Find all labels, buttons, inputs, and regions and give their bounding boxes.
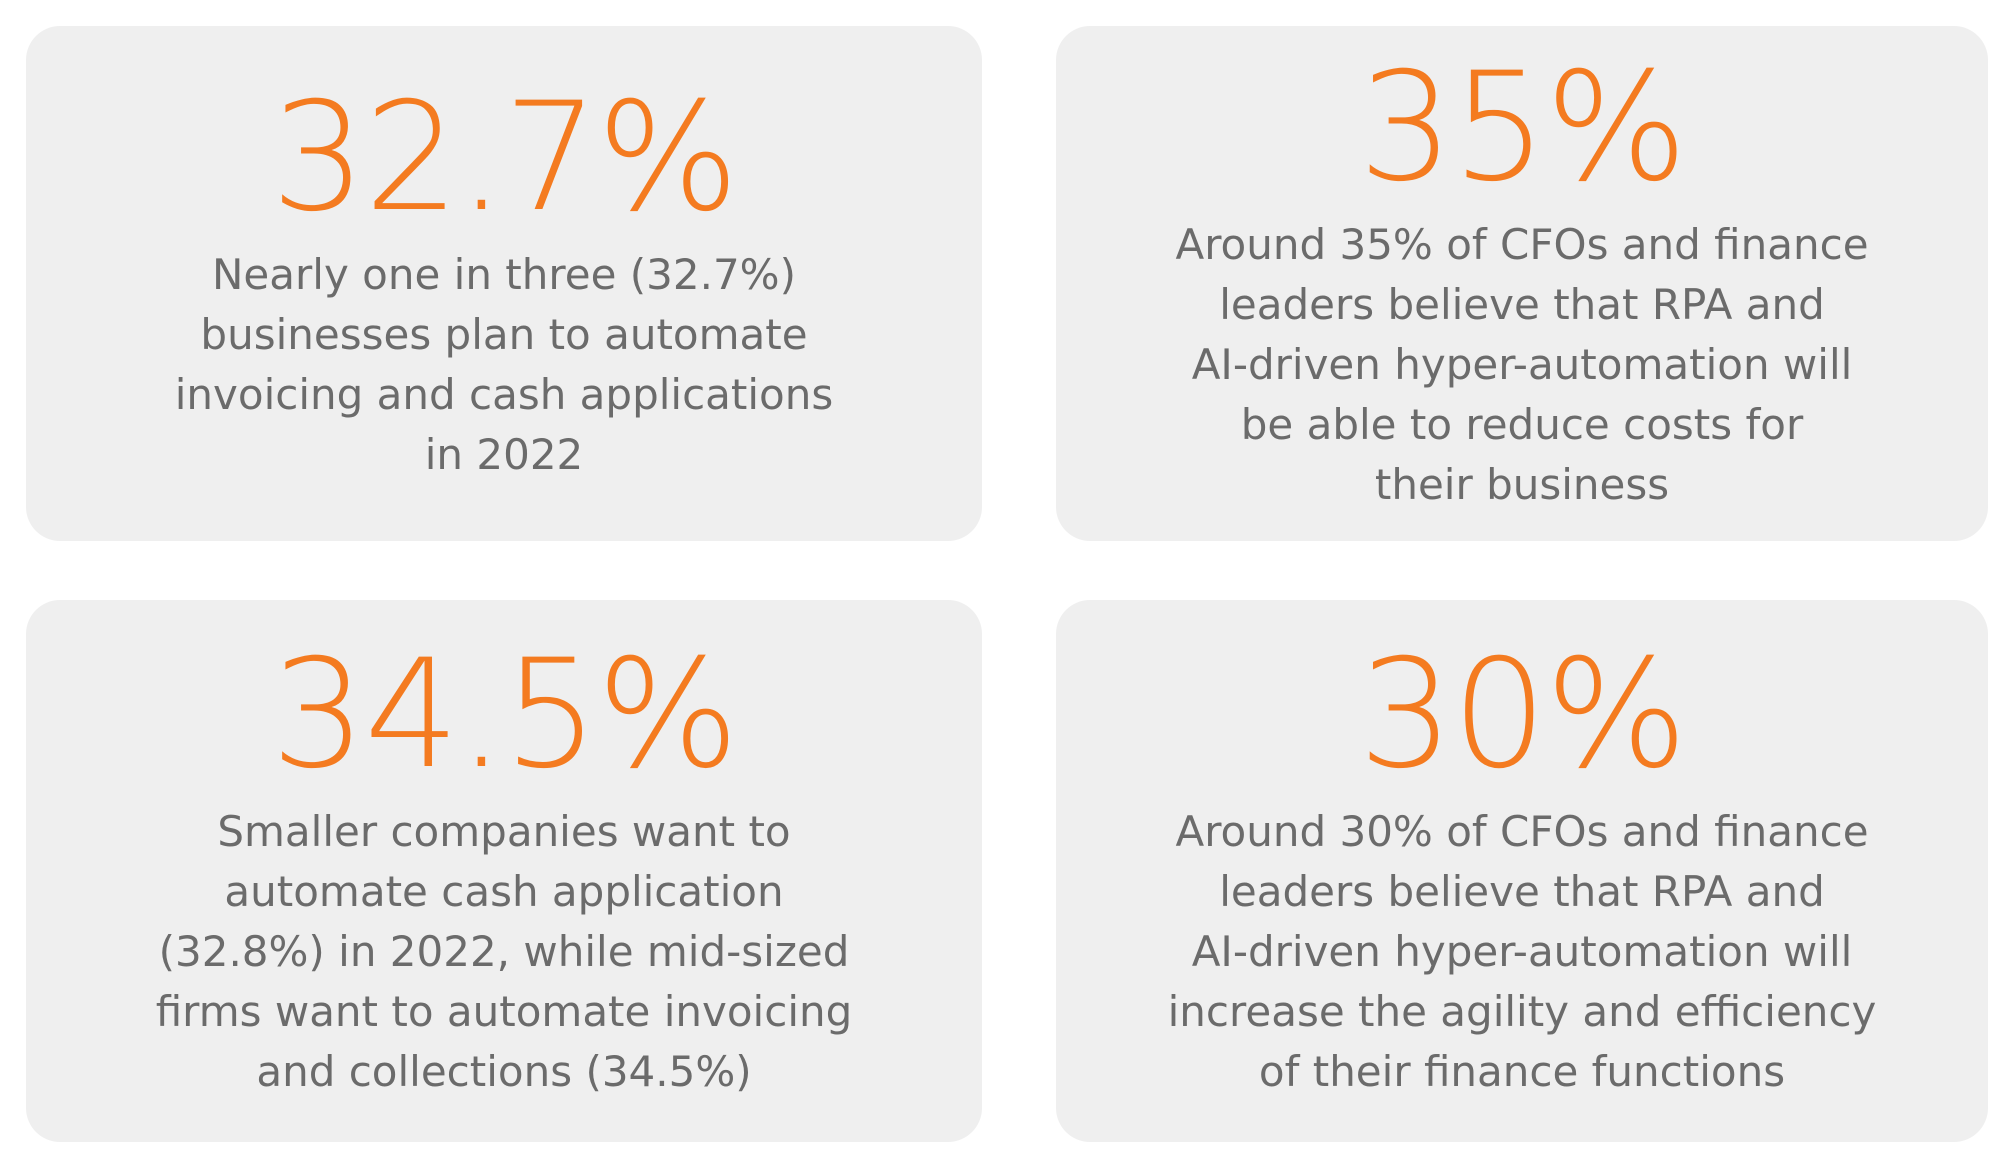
stat-card: 32.7% Nearly one in three (32.7%) business… — [26, 26, 982, 541]
stat-description: and collections (34.5%) — [256, 1047, 752, 1096]
stat-card: 35% Around 35% of CFOs and finance leaders… — [1056, 26, 1988, 541]
stat-description: in 2022 — [424, 429, 584, 479]
stat-description: firms want to automate invoicing — [155, 987, 853, 1036]
stat-description: AI-driven hyper-automation will — [1191, 927, 1853, 976]
stat-description: of their finance functions — [1258, 1047, 1786, 1096]
stat-description: (32.8%) in 2022, while mid-sized — [158, 927, 850, 976]
stat-card: 30% Around 30% of CFOs and finance leaders… — [1056, 600, 1988, 1142]
stat-description: Around 35% of CFOs and finance — [1175, 219, 1869, 269]
stat-description: their business — [1374, 459, 1670, 509]
stat-value: 32.7% — [270, 70, 740, 245]
stat-value: 30% — [1358, 628, 1687, 802]
stat-description: invoicing and cash applications — [174, 369, 834, 419]
stat-description: leaders believe that RPA and — [1219, 867, 1825, 916]
stat-description: Around 30% of CFOs and finance — [1175, 807, 1869, 856]
stat-description: automate cash application — [224, 867, 784, 916]
stat-description: increase the agility and efficiency — [1167, 987, 1877, 1036]
stat-value: 34.5% — [270, 628, 740, 802]
stat-description: be able to reduce costs for — [1240, 399, 1804, 449]
stat-description: Nearly one in three (32.7%) — [212, 249, 796, 299]
stat-description: businesses plan to automate — [200, 309, 808, 359]
stat-description: Smaller companies want to — [217, 807, 791, 856]
stat-card: 34.5% Smaller companies want to automate c… — [26, 600, 982, 1142]
stat-description: leaders believe that RPA and — [1219, 279, 1825, 329]
stat-value: 35% — [1358, 40, 1687, 215]
stat-description: AI-driven hyper-automation will — [1191, 339, 1853, 389]
